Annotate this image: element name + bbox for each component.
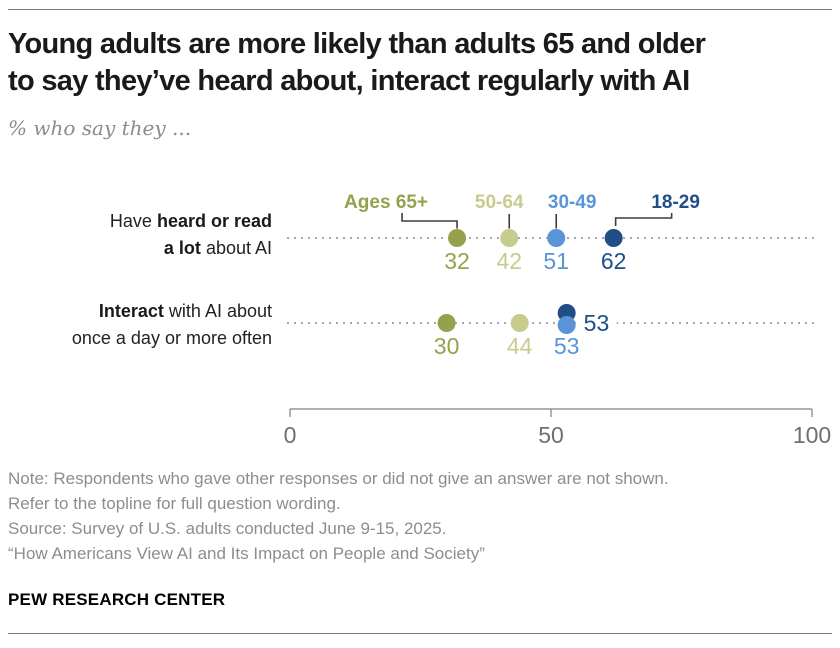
- value-label-row2-50-64: 44: [507, 333, 533, 359]
- dot-row2-30-49: [557, 316, 576, 334]
- dot-row1-50-64: [500, 229, 519, 247]
- x-axis-tick-label: 50: [538, 422, 564, 448]
- x-axis-tick-label: 100: [793, 422, 831, 448]
- legend-connector: [401, 213, 458, 229]
- page-title: Young adults are more likely than adults…: [8, 28, 706, 97]
- brand-footer: PEW RESEARCH CENTER: [8, 590, 226, 609]
- legend-label-50-64: 50-64: [475, 192, 524, 213]
- value-label-row1-18-29: 62: [601, 248, 627, 274]
- row-label-line: Have heard or read: [0, 208, 272, 235]
- dot-plot-chart: Have heard or read a lot about AI Interac…: [0, 180, 840, 450]
- legend-label-30-49: 30-49: [548, 192, 597, 213]
- row-label-segment: a lot: [163, 238, 201, 258]
- legend-label-ages-65-: Ages 65+: [344, 192, 428, 213]
- value-label-row1-30-49: 51: [543, 248, 569, 274]
- row-label-interact-with-ai: Interact with AI about once a day or more…: [0, 298, 272, 352]
- value-label-row2-18-29: 53: [584, 310, 610, 336]
- row-label-segment: heard or read: [156, 211, 272, 231]
- value-label-row1-Ages 65+: 32: [444, 248, 470, 274]
- row-label-segment: Have: [109, 211, 157, 231]
- dot-row2-50-64: [510, 314, 529, 332]
- row-label-heard-about-ai: Have heard or read a lot about AI: [0, 208, 272, 262]
- bottom-rule: [8, 633, 832, 634]
- dot-row1-18-29: [604, 229, 623, 247]
- chart-subtitle: % who say they ...: [8, 116, 192, 140]
- row-label-segment: once a day or more often: [71, 328, 272, 348]
- row-label-segment: about AI: [200, 238, 272, 258]
- dot-row2-Ages 65+: [437, 314, 456, 332]
- note-line: Note: Respondents who gave other respons…: [8, 469, 669, 488]
- legend-connector: [614, 213, 673, 226]
- row-label-line: Interact with AI about: [0, 298, 272, 325]
- row-label-line: once a day or more often: [0, 325, 272, 352]
- chart-notes: Note: Respondents who gave other respons…: [8, 466, 832, 566]
- note-line: Refer to the topline for full question w…: [8, 494, 341, 513]
- dot-row1-30-49: [547, 229, 566, 247]
- row-label-segment: Interact: [98, 301, 164, 321]
- x-axis-tick-label: 0: [284, 422, 297, 448]
- value-label-row2-30-49: 53: [554, 333, 580, 359]
- note-line: “How Americans View AI and Its Impact on…: [8, 544, 485, 563]
- value-label-row2-Ages 65+: 30: [434, 333, 460, 359]
- row-label-segment: with AI about: [163, 301, 272, 321]
- note-line: Source: Survey of U.S. adults conducted …: [8, 519, 447, 538]
- value-label-row1-50-64: 42: [496, 248, 522, 274]
- legend-label-18-29: 18-29: [651, 192, 700, 213]
- top-rule: [8, 9, 832, 10]
- row-label-line: a lot about AI: [0, 235, 272, 262]
- value-label-mask: [580, 311, 617, 335]
- dot-row1-Ages 65+: [448, 229, 467, 247]
